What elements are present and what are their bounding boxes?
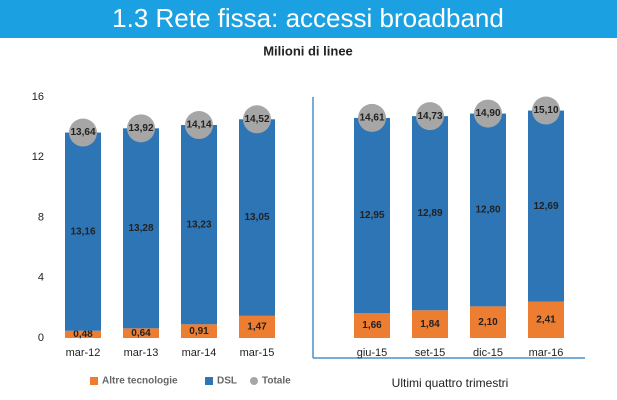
total-marker <box>416 102 444 131</box>
total-label: 14,61 <box>359 113 384 124</box>
bar-segment <box>123 328 159 338</box>
total-marker <box>358 103 386 132</box>
legend-swatch <box>250 377 258 385</box>
value-label: 13,28 <box>128 223 153 234</box>
total-marker <box>532 96 560 125</box>
value-label: 0,48 <box>73 329 93 340</box>
total-label: 13,92 <box>128 123 153 134</box>
total-label: 14,73 <box>417 111 442 122</box>
x-tick-label: dic-15 <box>473 347 503 359</box>
value-label: 12,95 <box>359 210 384 221</box>
x-tick-label: mar-14 <box>182 347 217 359</box>
bar-segment <box>354 117 390 313</box>
x-tick-label: set-15 <box>415 347 446 359</box>
title-banner <box>0 0 617 38</box>
value-label: 1,47 <box>247 322 267 333</box>
y-tick-label: 16 <box>32 91 44 103</box>
total-marker <box>185 111 213 140</box>
total-marker <box>69 118 97 147</box>
bar-segment <box>354 312 390 338</box>
value-label: 12,69 <box>533 201 558 212</box>
value-label: 1,84 <box>420 319 440 330</box>
legend-label: DSL <box>217 376 237 387</box>
total-marker <box>243 105 271 134</box>
value-label: 13,05 <box>244 212 269 223</box>
y-tick-label: 4 <box>38 272 44 284</box>
value-label: 13,23 <box>186 219 211 230</box>
x-tick-label: mar-15 <box>240 347 275 359</box>
y-tick-label: 8 <box>38 211 44 223</box>
legend-label: Totale <box>262 376 291 387</box>
value-label: 0,91 <box>189 326 209 337</box>
x-tick-label: mar-16 <box>529 347 564 359</box>
total-marker <box>474 99 502 128</box>
bar-segment <box>412 116 448 311</box>
bar-segment <box>181 324 217 338</box>
y-tick-label: 12 <box>32 151 44 163</box>
bar-segment <box>528 110 564 302</box>
total-label: 14,52 <box>244 114 269 125</box>
total-label: 14,90 <box>475 108 500 119</box>
bar-segment <box>528 301 564 338</box>
chart-title: 1.3 Rete fissa: accessi broadband <box>112 3 504 33</box>
y-tick-label: 0 <box>38 332 44 344</box>
bar-segment <box>65 330 101 338</box>
value-label: 12,80 <box>475 205 500 216</box>
x-tick-label: mar-13 <box>124 347 159 359</box>
x-tick-label: mar-12 <box>66 347 101 359</box>
bar-segment <box>239 315 275 338</box>
bar-segment <box>412 310 448 338</box>
legend-swatch <box>205 377 213 385</box>
legend-swatch <box>90 377 98 385</box>
annotation: Ultimi quattro trimestri <box>392 376 509 390</box>
bar-segment <box>470 306 506 338</box>
value-label: 2,41 <box>536 314 556 325</box>
bar-segment <box>181 125 217 325</box>
total-marker <box>127 114 155 143</box>
total-label: 15,10 <box>533 105 558 116</box>
value-label: 12,89 <box>417 208 442 219</box>
value-label: 2,10 <box>478 317 498 328</box>
x-tick-label: giu-15 <box>357 347 388 359</box>
value-label: 0,64 <box>131 328 151 339</box>
total-label: 13,64 <box>70 127 95 138</box>
bar-segment <box>239 119 275 316</box>
value-label: 13,16 <box>70 226 95 237</box>
chart-subtitle: Milioni di linee <box>263 43 353 58</box>
total-label: 14,14 <box>186 120 211 131</box>
legend-label: Altre tecnologie <box>102 376 178 387</box>
value-label: 1,66 <box>362 320 382 331</box>
bar-segment <box>470 113 506 307</box>
bar-segment <box>65 132 101 331</box>
bar-segment <box>123 128 159 329</box>
